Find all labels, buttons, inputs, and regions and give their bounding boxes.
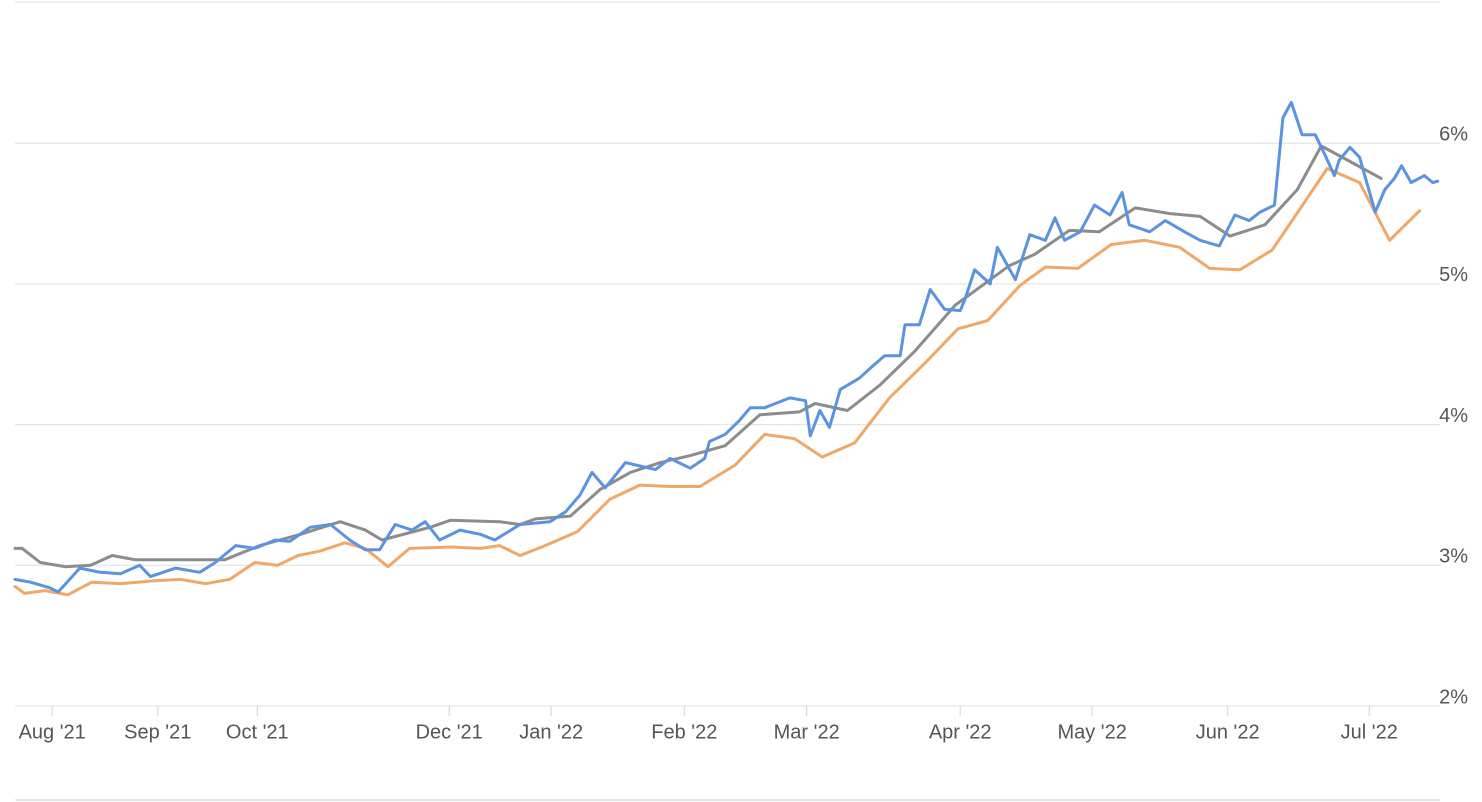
series-line: [13, 144, 1383, 569]
y-tick-label: 2%: [1439, 686, 1468, 708]
y-tick-label: 3%: [1439, 546, 1468, 568]
x-tick-label: Mar '22: [774, 721, 840, 743]
x-tick-label: Sep '21: [124, 721, 191, 743]
x-tick-label: Feb '22: [651, 721, 717, 743]
x-tick-label: Jul '22: [1341, 721, 1398, 743]
x-tick-label: Jan '22: [519, 721, 583, 743]
x-tick-label: Apr '22: [929, 721, 992, 743]
x-tick-label: Aug '21: [19, 721, 86, 743]
series-line: [13, 167, 1422, 597]
x-tick-label: May '22: [1057, 721, 1126, 743]
x-tick-label: Oct '21: [226, 721, 289, 743]
x-tick-label: Jun '22: [1196, 721, 1260, 743]
x-tick-label: Dec '21: [416, 721, 483, 743]
y-tick-label: 4%: [1439, 405, 1468, 427]
y-tick-label: 6%: [1439, 123, 1468, 145]
y-tick-label: 5%: [1439, 264, 1468, 286]
series-line: [13, 100, 1440, 594]
